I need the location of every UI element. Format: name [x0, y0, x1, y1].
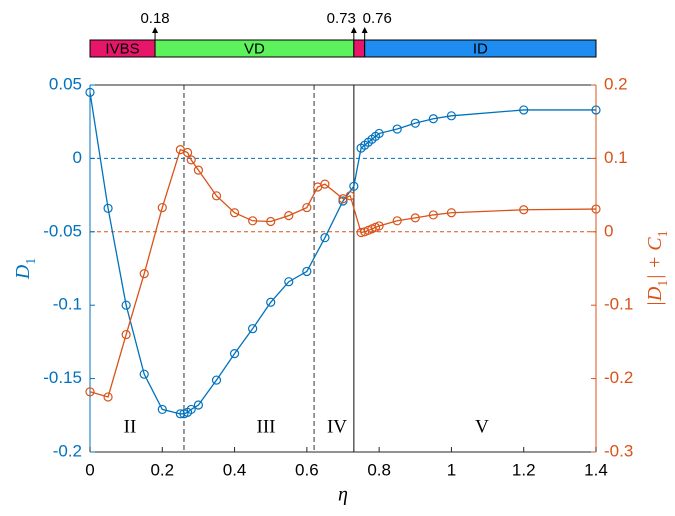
data-point	[229, 349, 240, 359]
data-point	[103, 203, 113, 213]
data-point	[193, 400, 204, 410]
x-tick-label: 0.6	[295, 460, 319, 479]
y-tick-label: -0.2	[53, 441, 82, 460]
y2-axis-label-part: | + C	[644, 237, 666, 280]
x-tick-label: 1.4	[584, 460, 608, 479]
data-point	[374, 128, 384, 139]
series-line	[89, 92, 596, 415]
region-label: III	[257, 416, 276, 437]
data-point	[139, 269, 149, 279]
marker-label: 0.18	[140, 10, 169, 27]
data-point	[345, 191, 355, 201]
data-point	[186, 404, 196, 415]
data-point	[374, 221, 384, 231]
data-point	[519, 105, 529, 115]
x-tick-label: 0.2	[150, 460, 174, 479]
data-point	[392, 124, 402, 134]
phase-label: IVBS	[105, 40, 139, 57]
data-point	[284, 277, 294, 287]
data-point	[211, 375, 222, 385]
data-point	[392, 216, 402, 226]
marker-label: 0.73	[327, 10, 356, 27]
phase-label: VD	[244, 40, 265, 57]
y2-axis-label: |D1| + C1	[644, 230, 671, 306]
data-point	[121, 300, 131, 310]
y2-tick-label: 0.2	[604, 74, 628, 93]
region-label: V	[475, 416, 489, 437]
series-line	[89, 148, 597, 398]
y2-tick-label: -0.3	[604, 441, 633, 460]
y-tick-label: 0	[73, 148, 82, 167]
marker-arrowhead	[361, 27, 368, 33]
y2-tick-label: 0.1	[604, 148, 628, 167]
y-tick-label: -0.15	[43, 368, 82, 387]
data-point	[428, 114, 438, 124]
data-point	[85, 87, 95, 97]
data-point	[428, 210, 438, 220]
y-axis-label: D1	[12, 258, 39, 280]
y2-tick-label: -0.1	[604, 295, 633, 314]
data-point	[349, 181, 359, 191]
data-point	[410, 118, 420, 128]
data-point	[302, 202, 312, 213]
data-point	[302, 266, 312, 277]
data-point	[121, 329, 131, 340]
data-point	[266, 297, 276, 307]
y-tick-label: 0.05	[49, 74, 82, 93]
marker-arrowhead	[350, 27, 357, 33]
data-point	[266, 216, 276, 227]
data-point	[591, 105, 601, 115]
x-axis-label: η	[338, 484, 348, 506]
y-tick-label: -0.05	[43, 221, 82, 240]
y2-axis-label-part: 1	[656, 280, 671, 287]
phase-segment	[364, 39, 597, 58]
data-point	[211, 191, 222, 201]
data-point	[229, 208, 240, 218]
y-tick-label: -0.1	[53, 295, 82, 314]
x-tick-label: 1	[447, 460, 456, 479]
data-point	[591, 204, 601, 214]
data-point	[157, 404, 167, 415]
y-axis-label-part: 1	[24, 258, 39, 265]
phase-label: ID	[473, 40, 488, 57]
y2-axis-label-part: 1	[656, 230, 671, 237]
y2-tick-label: 0	[604, 221, 613, 240]
region-label: IV	[327, 416, 347, 437]
data-point	[446, 208, 457, 218]
data-point	[182, 147, 193, 158]
data-point	[410, 213, 420, 223]
phase-segment	[353, 39, 366, 58]
data-point	[248, 324, 258, 334]
data-point	[248, 216, 258, 226]
x-tick-label: 1.2	[512, 460, 536, 479]
y2-axis-label-part: |D	[644, 286, 666, 306]
data-point	[320, 233, 330, 243]
data-point	[519, 205, 529, 215]
data-point	[284, 211, 294, 221]
x-tick-label: 0	[85, 460, 94, 479]
marker-arrowhead	[152, 27, 159, 33]
y-axis-label-part: D	[12, 264, 34, 280]
data-point	[157, 202, 167, 213]
y2-tick-label: -0.2	[604, 368, 633, 387]
x-tick-label: 0.8	[367, 460, 391, 479]
data-point	[85, 387, 95, 397]
data-point	[446, 111, 457, 121]
data-point	[139, 369, 149, 379]
data-point	[193, 165, 204, 175]
data-point	[186, 155, 196, 165]
x-tick-label: 0.4	[223, 460, 247, 479]
data-point	[320, 179, 330, 189]
marker-label: 0.76	[363, 10, 392, 27]
data-point	[103, 392, 113, 402]
region-label: II	[124, 416, 137, 437]
